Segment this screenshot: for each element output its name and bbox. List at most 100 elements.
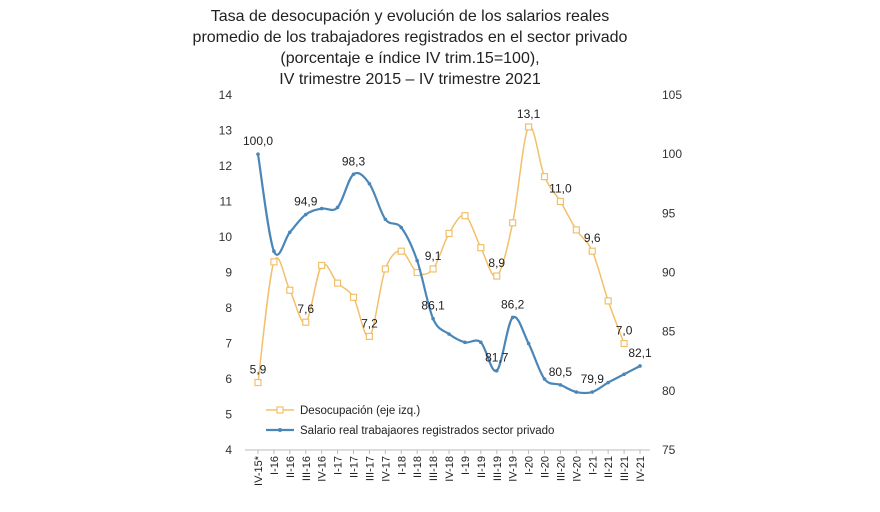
x-axis-ticks: IV-15* I-16 II-16 III-16 IV-16 I-17 II-17 III-1… bbox=[253, 450, 647, 486]
data-point-salario-real bbox=[447, 332, 451, 336]
data-label-desocupacion: 8,9 bbox=[488, 256, 505, 270]
left-tick-label: 10 bbox=[219, 230, 233, 244]
data-label-salario-real: 98,3 bbox=[342, 154, 366, 168]
x-tick-label: IV-15* bbox=[253, 455, 265, 486]
data-point-salario-real bbox=[542, 377, 547, 381]
data-point-salario-real bbox=[288, 230, 292, 235]
data-point-salario-real bbox=[303, 212, 308, 217]
right-tick-label: 90 bbox=[662, 266, 676, 280]
data-point-desocupacion bbox=[620, 339, 628, 348]
data-point-desocupacion bbox=[270, 258, 278, 266]
data-point-desocupacion bbox=[588, 247, 596, 255]
x-tick-label: II-20 bbox=[540, 456, 552, 478]
data-point-salario-real bbox=[335, 205, 340, 210]
data-label-salario-real: 86,2 bbox=[501, 297, 525, 311]
right-tick-label: 75 bbox=[662, 443, 676, 457]
legend-marker-square bbox=[276, 406, 284, 414]
data-point-desocupacion bbox=[540, 173, 549, 181]
title-line-1: Tasa de desocupación y evolución de los … bbox=[210, 8, 610, 25]
series-line-salario-real bbox=[256, 153, 641, 395]
left-tick-label: 8 bbox=[225, 301, 232, 315]
right-tick-label: 85 bbox=[662, 325, 676, 339]
left-tick-label: 13 bbox=[219, 124, 233, 138]
data-point-desocupacion bbox=[493, 272, 501, 280]
left-tick-label: 4 bbox=[225, 443, 232, 457]
data-point-salario-real bbox=[590, 390, 595, 394]
data-point-desocupacion bbox=[572, 226, 580, 234]
right-axis-ticks: 75 80 85 90 95 100 105 bbox=[662, 88, 682, 457]
data-point-salario-real bbox=[431, 316, 435, 321]
left-tick-label: 14 bbox=[219, 88, 233, 102]
data-label-desocupacion: 7,0 bbox=[616, 324, 633, 338]
x-tick-label: II-19 bbox=[476, 456, 488, 478]
x-tick-label: I-16 bbox=[269, 456, 281, 475]
x-tick-label: I-19 bbox=[460, 456, 472, 475]
right-tick-label: 105 bbox=[662, 88, 682, 102]
data-label-salario-real: 81,7 bbox=[485, 351, 509, 365]
title-line-3: (porcentaje e índice IV trim.15=100), bbox=[280, 50, 540, 67]
data-label-desocupacion: 5,9 bbox=[250, 363, 267, 377]
x-tick-label: III-21 bbox=[619, 456, 631, 481]
data-label-desocupacion: 9,1 bbox=[425, 249, 442, 263]
data-point-desocupacion bbox=[509, 219, 517, 227]
data-point-desocupacion bbox=[349, 293, 358, 301]
data-point-salario-real bbox=[272, 249, 276, 253]
data-label-salario-real: 100,0 bbox=[243, 134, 273, 148]
data-point-salario-real bbox=[479, 340, 483, 345]
x-tick-label: II-17 bbox=[349, 456, 361, 478]
data-point-salario-real bbox=[526, 341, 531, 346]
data-point-desocupacion bbox=[318, 261, 326, 269]
data-point-desocupacion bbox=[461, 212, 469, 220]
x-tick-label: IV-19 bbox=[508, 456, 520, 482]
data-point-desocupacion bbox=[365, 332, 374, 340]
data-point-desocupacion bbox=[286, 286, 294, 294]
left-tick-label: 5 bbox=[225, 408, 232, 422]
left-tick-label: 11 bbox=[220, 195, 233, 209]
left-tick-label: 6 bbox=[225, 372, 232, 386]
legend: Desocupación (eje izq.) Salario real trab… bbox=[266, 405, 554, 437]
data-point-desocupacion bbox=[381, 265, 389, 273]
x-tick-label: I-21 bbox=[587, 456, 599, 475]
data-point-salario-real bbox=[463, 340, 467, 345]
data-label-desocupacion: 7,2 bbox=[361, 316, 378, 330]
left-tick-label: 9 bbox=[225, 266, 232, 280]
data-point-desocupacion bbox=[333, 279, 342, 287]
right-tick-label: 80 bbox=[662, 384, 676, 398]
x-tick-label: III-20 bbox=[555, 456, 567, 481]
data-label-desocupacion: 7,6 bbox=[297, 302, 314, 316]
x-tick-label: III-16 bbox=[301, 456, 313, 481]
data-label-desocupacion: 9,6 bbox=[584, 231, 601, 245]
data-point-desocupacion bbox=[302, 318, 310, 326]
x-tick-label: II-21 bbox=[603, 456, 615, 478]
data-label-salario-real: 80,5 bbox=[549, 365, 573, 379]
data-point-salario-real bbox=[558, 383, 563, 387]
legend-marker-dot bbox=[278, 428, 282, 432]
data-label-desocupacion: 11,0 bbox=[549, 182, 572, 196]
data-labels: 5,9 7,6 7,2 9,1 8,9 13,1 11,0 9,6 7,0 100,0 94,9 98… bbox=[243, 107, 652, 386]
data-point-salario-real bbox=[367, 181, 372, 186]
chart-title: Tasa de desocupación y evolución de los … bbox=[180, 6, 640, 90]
left-tick-label: 7 bbox=[225, 337, 232, 351]
right-tick-label: 100 bbox=[662, 147, 682, 161]
x-tick-label: IV-20 bbox=[571, 456, 583, 482]
data-point-salario-real bbox=[638, 364, 642, 368]
data-point-desocupacion bbox=[397, 247, 405, 255]
data-point-desocupacion bbox=[604, 297, 612, 305]
data-point-salario-real bbox=[351, 172, 356, 177]
data-label-salario-real: 86,1 bbox=[421, 299, 445, 313]
data-point-salario-real bbox=[383, 217, 388, 222]
x-tick-label: IV-16 bbox=[317, 456, 329, 482]
legend-label: Desocupación (eje izq.) bbox=[300, 405, 420, 417]
data-point-desocupacion bbox=[524, 123, 533, 131]
data-point-desocupacion bbox=[477, 244, 485, 252]
data-label-salario-real: 94,9 bbox=[294, 195, 318, 209]
x-tick-label: III-17 bbox=[364, 456, 376, 481]
data-point-desocupacion bbox=[556, 197, 565, 206]
left-tick-label: 12 bbox=[219, 159, 233, 173]
data-point-salario-real bbox=[510, 315, 515, 320]
x-tick-label: II-18 bbox=[412, 456, 424, 478]
data-label-salario-real: 82,1 bbox=[628, 346, 652, 360]
title-line-4: IV trimestre 2015 – IV trimestre 2021 bbox=[279, 71, 541, 88]
data-point-salario-real bbox=[622, 372, 626, 377]
data-label-desocupacion: 13,1 bbox=[517, 107, 541, 121]
